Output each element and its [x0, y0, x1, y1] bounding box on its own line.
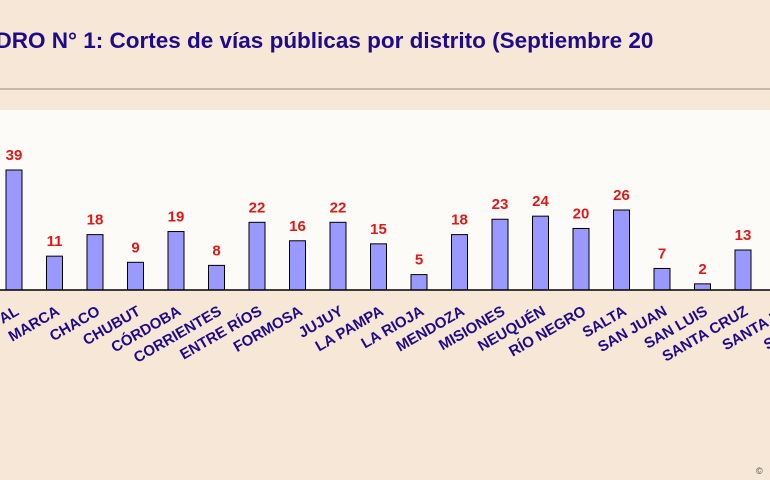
- data-label: 18: [87, 212, 104, 229]
- bar: [248, 221, 266, 291]
- bar: [410, 274, 428, 291]
- title-divider: [0, 88, 770, 90]
- data-label: 2: [698, 261, 706, 278]
- bar: [613, 209, 630, 291]
- bar: [208, 264, 225, 291]
- data-label: 9: [131, 239, 139, 256]
- data-label: 19: [168, 209, 185, 226]
- bar: [86, 234, 104, 291]
- data-label: 22: [249, 199, 266, 216]
- data-label: 16: [289, 218, 306, 235]
- data-label: 8: [212, 242, 220, 259]
- bar: [46, 255, 63, 291]
- copyright-mark: ©: [756, 466, 763, 476]
- data-label: 15: [370, 221, 387, 238]
- bar: [370, 243, 387, 291]
- chart-title: UADRO N° 1: Cortes de vías públicas por …: [0, 28, 654, 53]
- data-label: 24: [532, 193, 549, 210]
- bar: [734, 249, 752, 291]
- data-label: 22: [330, 199, 347, 216]
- data-label: 39: [6, 147, 23, 164]
- chart-title-area: UADRO N° 1: Cortes de vías públicas por …: [0, 0, 770, 90]
- data-label: 18: [451, 212, 468, 229]
- bar: [653, 267, 671, 291]
- data-label: 26: [613, 187, 630, 204]
- data-label: 11: [47, 233, 63, 250]
- bar: [5, 169, 23, 291]
- bar: [127, 261, 144, 291]
- data-label: 7: [658, 245, 666, 262]
- data-label: 13: [735, 227, 752, 244]
- bar: [329, 221, 347, 291]
- bar: [451, 234, 468, 291]
- bar: [694, 283, 711, 291]
- data-label: 23: [492, 196, 509, 213]
- bar: [572, 227, 590, 291]
- bar: [167, 231, 185, 291]
- data-label: 5: [415, 252, 423, 269]
- bar: [289, 240, 306, 291]
- bar: [532, 215, 549, 291]
- bar: [491, 218, 509, 291]
- data-label: 20: [573, 205, 590, 222]
